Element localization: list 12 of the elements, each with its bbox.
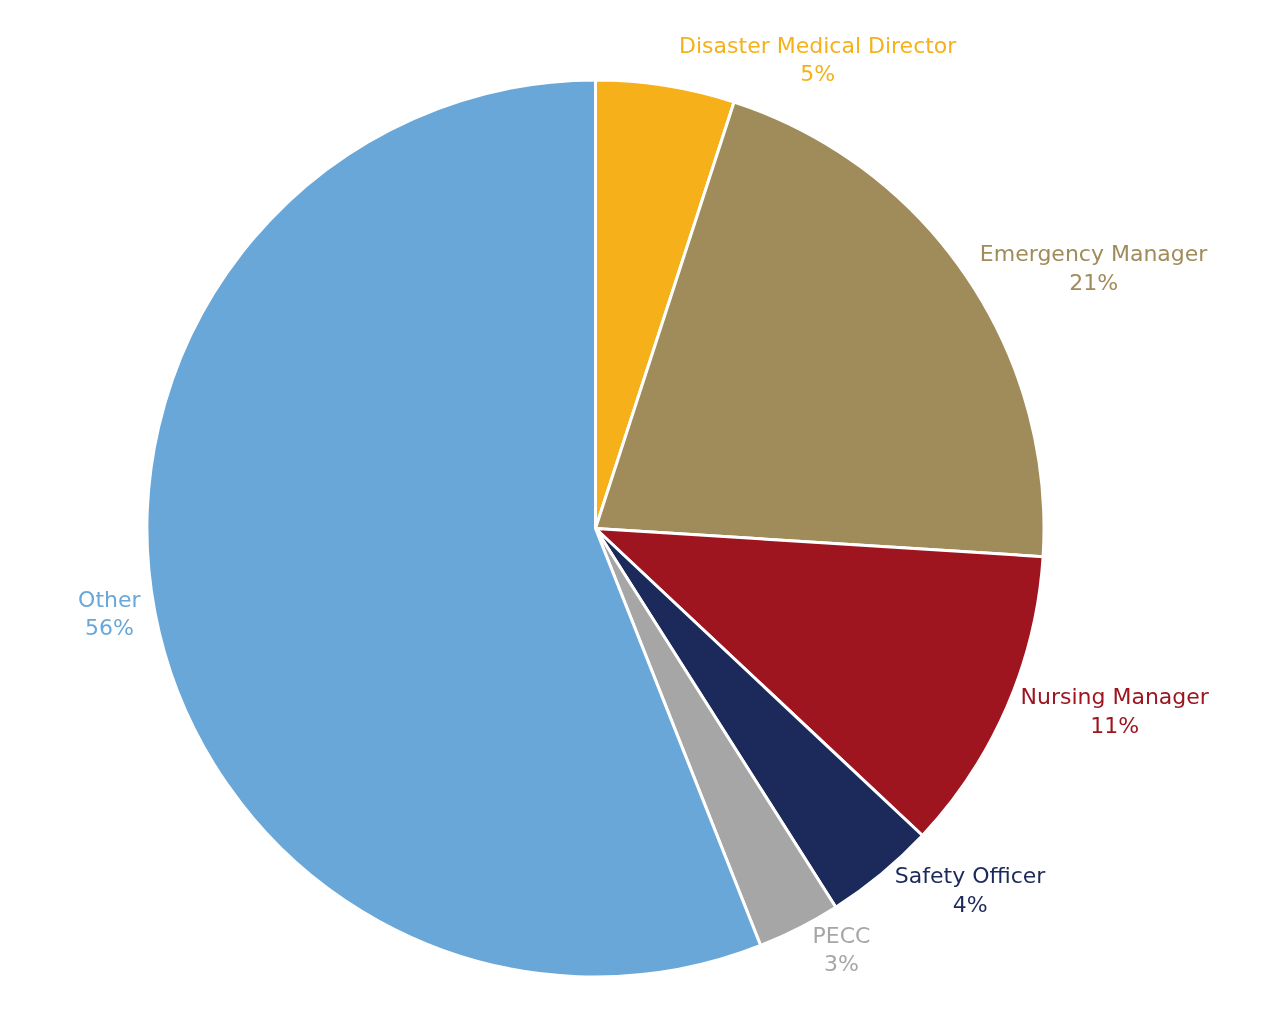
data-label: 3%: [824, 951, 859, 977]
slice-label: Emergency Manager: [979, 241, 1209, 267]
data-label: 56%: [84, 615, 134, 641]
data-label: 11%: [1090, 712, 1140, 738]
slice-label: Other: [78, 586, 142, 612]
data-label: 21%: [1069, 269, 1119, 295]
slice-label: Disaster Medical Director: [679, 32, 958, 58]
data-label: 4%: [952, 891, 988, 917]
slice-label: Safety Officer: [894, 863, 1047, 889]
data-label: 5%: [800, 61, 836, 87]
slice-label: PECC: [812, 922, 871, 948]
slice-label: Nursing Manager: [1020, 684, 1210, 710]
